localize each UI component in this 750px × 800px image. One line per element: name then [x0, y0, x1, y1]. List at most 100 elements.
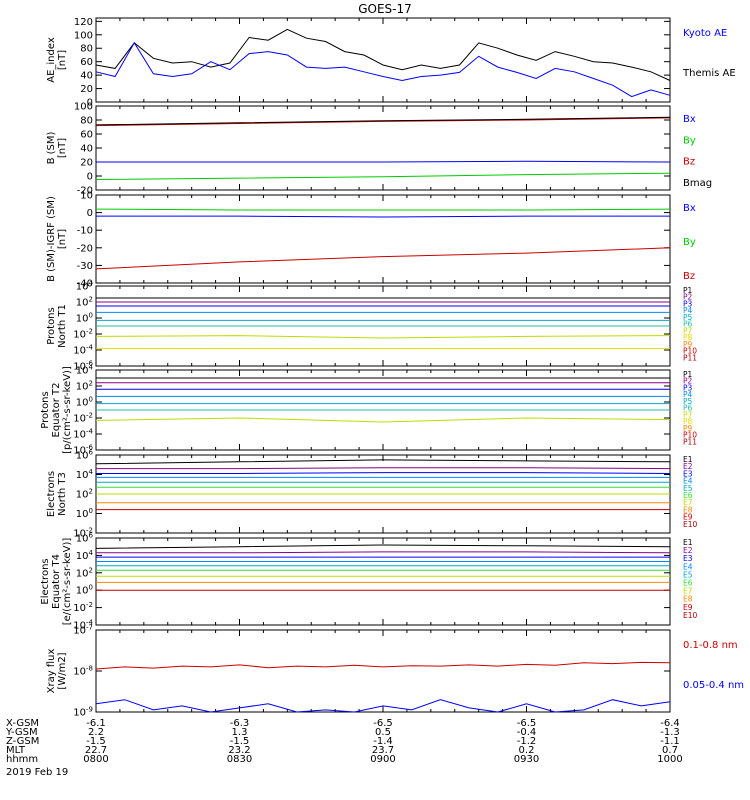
y-axis-label: ElectronsEquator T4[e/(cm²-s-sr-keV)]: [40, 538, 73, 626]
y-tick-label: 0: [87, 208, 93, 219]
y-tick-label: 106: [76, 449, 94, 462]
y-tick-label: 0: [87, 172, 93, 183]
legend-e1: E1: [683, 538, 693, 547]
footer-value: -6.3: [230, 718, 250, 729]
y-tick-label: 102: [76, 488, 93, 501]
y-tick-label: 40: [80, 71, 93, 82]
y-tick-label: 100: [76, 312, 93, 325]
y-tick-label: -40: [77, 279, 93, 290]
series-line-by: [95, 208, 671, 211]
series-line-bz: [95, 247, 671, 270]
footer-value: -1.2: [517, 736, 537, 747]
legend-bmag: Bmag: [683, 178, 712, 189]
legend-e8: E8: [683, 595, 693, 604]
series-line-bx: [96, 215, 670, 218]
legend-p8: P8: [683, 417, 693, 426]
y-tick-label: 102: [76, 380, 93, 393]
panel-frame: [95, 537, 671, 626]
footer-row-label: Y-GSM: [5, 727, 38, 738]
legend-p6: P6: [683, 320, 693, 329]
legend-e6: E6: [683, 579, 693, 588]
series-line-e1: [95, 544, 671, 549]
footer-value: -1.4: [373, 736, 393, 747]
y-tick-label: 10-2: [73, 412, 93, 425]
y-tick-label: 80: [80, 44, 93, 55]
y-tick-label: 106: [76, 532, 94, 545]
y-tick-label: 10-2: [73, 527, 93, 540]
y-axis-label: ProtonsEquator T2[p/(cm²-s-sr-keV)]: [40, 366, 73, 454]
series-line-bx: [96, 160, 671, 163]
legend-0-1-0-8-nm: 0.1-0.8 nm: [683, 640, 738, 651]
legend-e5: E5: [683, 484, 693, 493]
y-tick-label: -20: [77, 243, 93, 254]
footer-row-label: Z-GSM: [6, 736, 39, 747]
legend-p2: P2: [683, 293, 693, 302]
legend-p2: P2: [683, 377, 693, 386]
legend-p9: P9: [683, 424, 693, 433]
y-tick-label: 80: [80, 116, 93, 127]
y-tick-label: 100: [76, 584, 93, 597]
y-tick-label: 10-7: [73, 624, 93, 637]
legend-p1: P1: [683, 370, 693, 379]
y-tick-label: 60: [80, 130, 93, 141]
y-tick-label: 20: [80, 84, 93, 95]
y-tick-label: 0: [87, 98, 93, 109]
legend-p5: P5: [683, 397, 693, 406]
legend-p8: P8: [683, 333, 693, 342]
series-line-e2: [96, 467, 671, 470]
ephemeris-footer: X-GSMY-GSMZ-GSMMLThhmm-6.12.2-1.522.7080…: [5, 718, 683, 765]
series-line-bmag: [95, 116, 671, 126]
legend-by: By: [683, 237, 696, 248]
legend-e1: E1: [683, 455, 693, 464]
series-line-0-1-0-8-nm: [95, 661, 671, 670]
panel-bsm: -20 0 20 40 60 80 100 B (SM)[nT] Bx By Bz Bmag: [46, 102, 712, 197]
legend-e10: E10: [683, 611, 698, 620]
footer-value: -1.5: [230, 736, 250, 747]
legend-kyoto-ae: Kyoto AE: [683, 28, 727, 39]
footer-value: 0930: [514, 754, 539, 765]
series-line-0-05-0-4-nm: [95, 699, 671, 713]
y-tick-label: 100: [74, 102, 93, 113]
footer-value: -1.5: [86, 736, 106, 747]
panel-frame: [95, 194, 671, 284]
y-tick-label: 10-4: [73, 428, 93, 441]
y-tick-label: 40: [80, 144, 93, 155]
legend-themis-ae: Themis AE: [682, 68, 736, 79]
y-tick-label: 104: [76, 364, 94, 377]
y-axis-label: B (SM)-IGRF (SM)[nT]: [46, 196, 68, 282]
legend-p7: P7: [683, 410, 693, 419]
legend-bx: Bx: [683, 203, 696, 214]
y-axis-label: AE_index[nT]: [46, 37, 68, 83]
y-tick-label: 10-4: [73, 619, 93, 632]
panel-pt1: 104 102 100 10-2 10-4 10-6 ProtonsNorth T1 P1P2…: [46, 280, 697, 373]
legend-bz: Bz: [683, 271, 695, 282]
legend-p10: P10: [683, 431, 697, 440]
footer-value: 0830: [227, 754, 252, 765]
series-line-e3: [96, 472, 671, 474]
legend-p11: P11: [683, 437, 697, 446]
legend-by: By: [683, 135, 696, 146]
legend-e9: E9: [683, 603, 693, 612]
footer-value: 0.2: [519, 745, 535, 756]
y-tick-label: -30: [77, 261, 93, 272]
legend-p7: P7: [683, 326, 693, 335]
y-tick-label: 10: [80, 191, 93, 202]
footer-value: -1.1: [660, 736, 680, 747]
y-tick-label: 10-2: [73, 328, 93, 341]
legend-e3: E3: [683, 469, 693, 478]
footer-value: 1.3: [232, 727, 248, 738]
footer-value: 0.5: [375, 727, 391, 738]
footer-value: -6.5: [373, 718, 393, 729]
date-label: 2019 Feb 19: [6, 767, 68, 778]
footer-value: 0.7: [662, 745, 678, 756]
series-line-e2: [96, 551, 671, 554]
series-line-p7: [95, 417, 671, 423]
legend-p11: P11: [683, 353, 697, 362]
y-tick-label: 10-4: [73, 344, 93, 357]
y-tick-label: 104: [76, 549, 94, 562]
legend-bz: Bz: [683, 157, 695, 168]
